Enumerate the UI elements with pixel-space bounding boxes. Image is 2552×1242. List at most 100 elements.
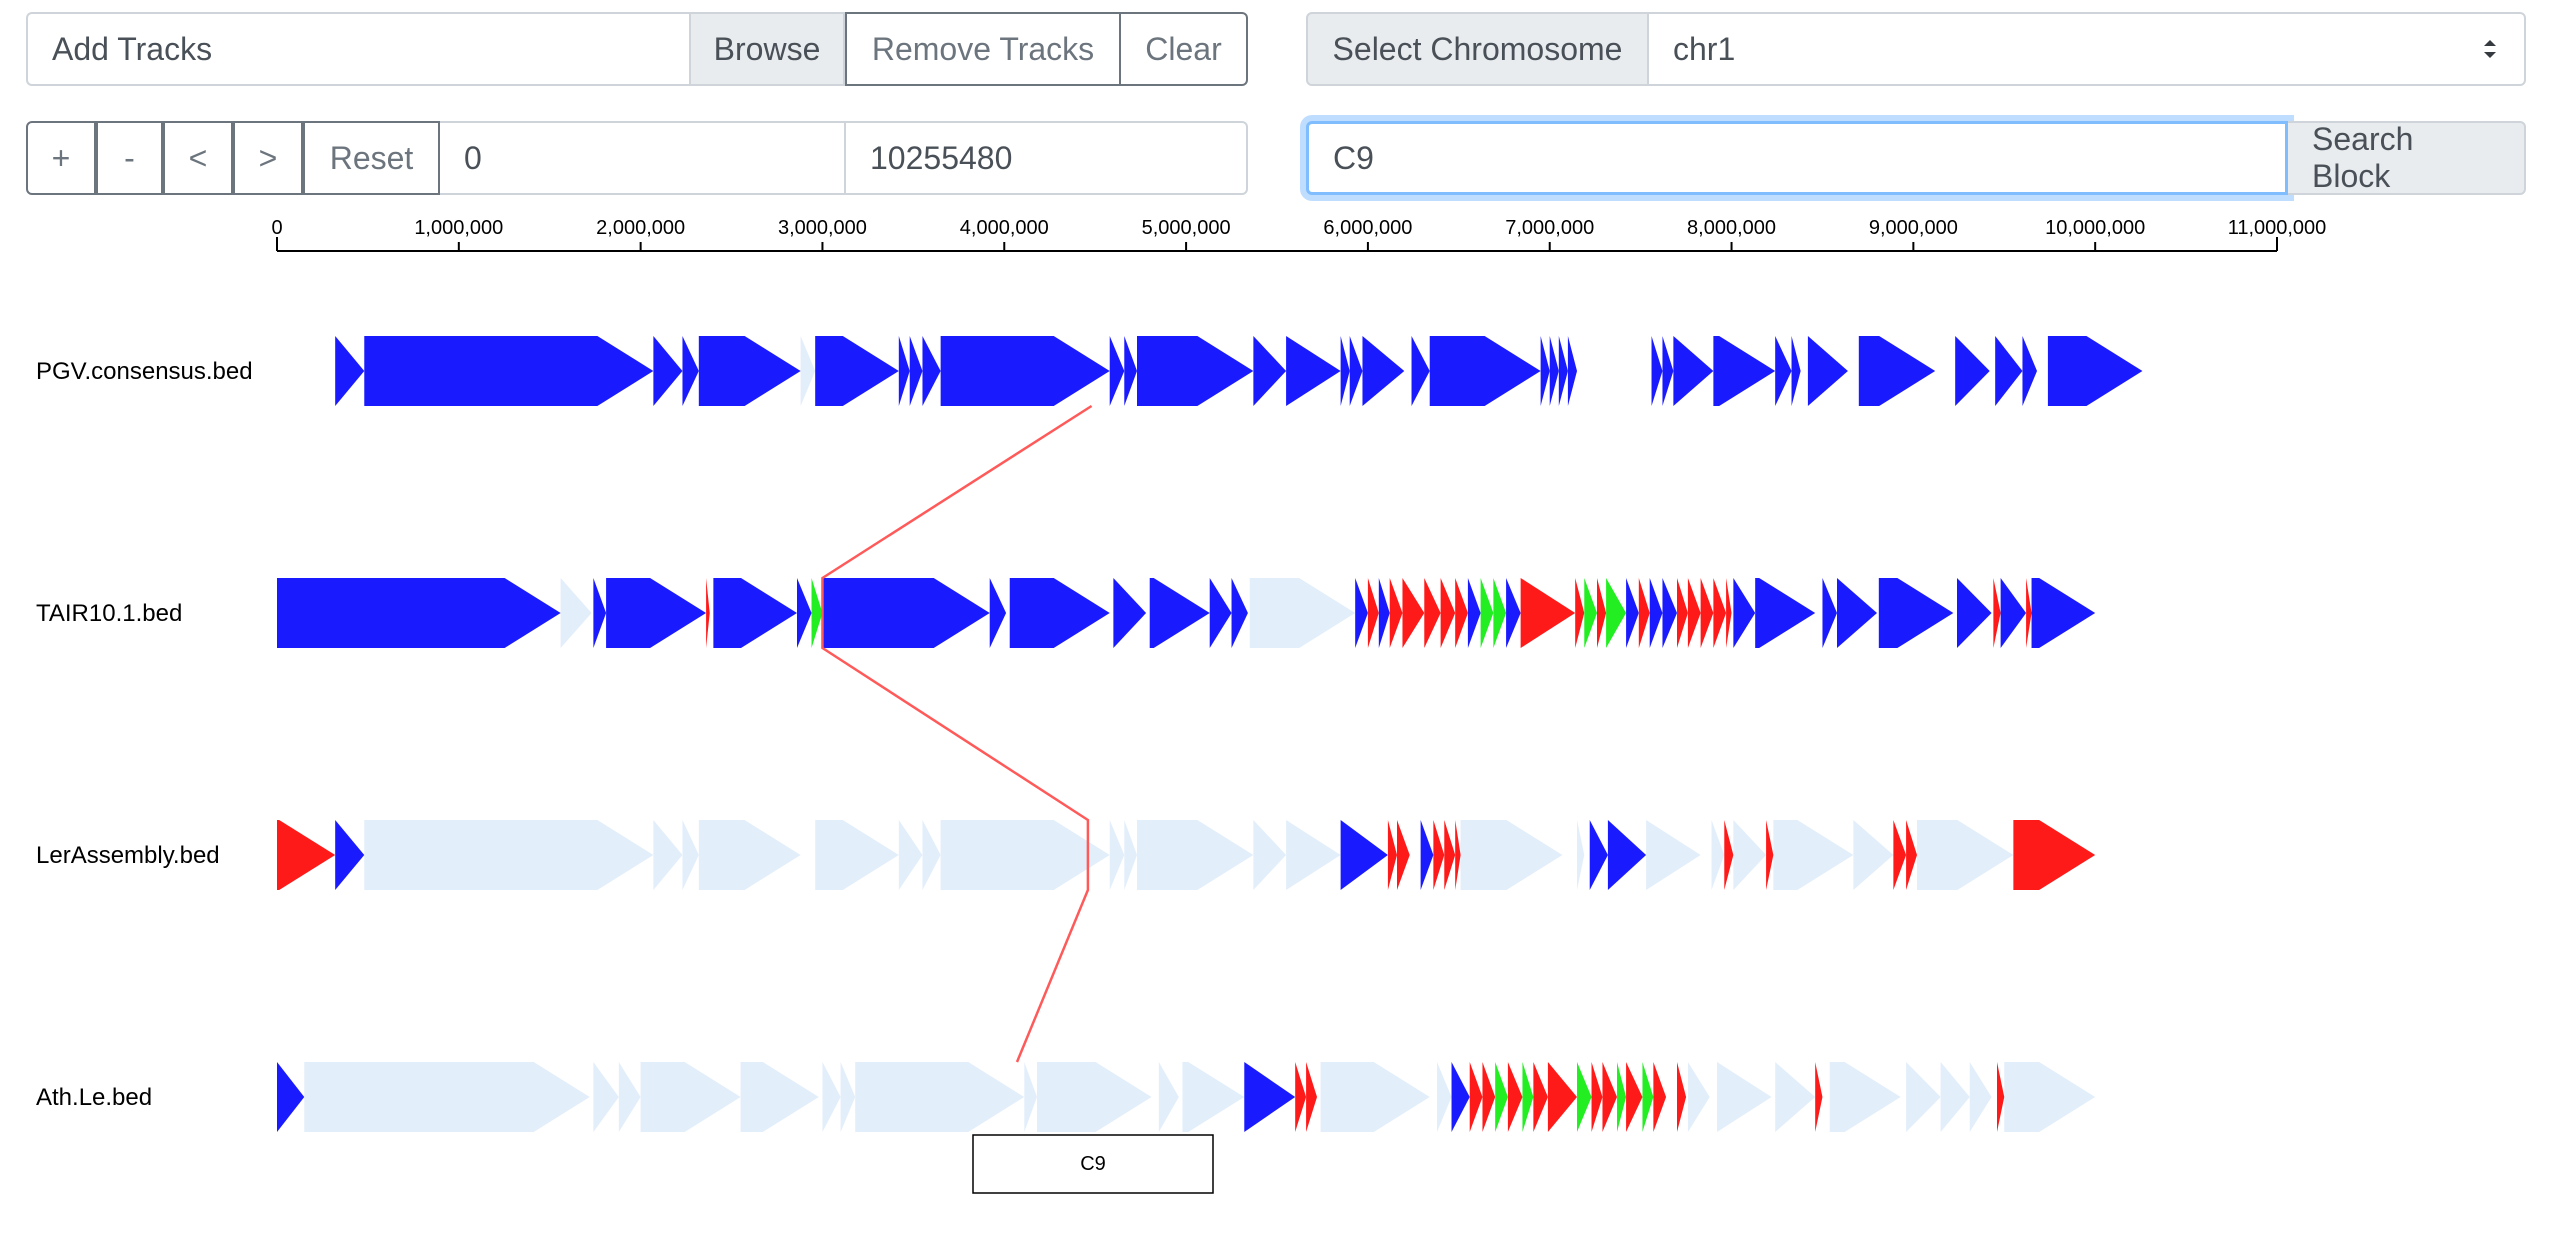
gene-block bbox=[1651, 336, 1663, 406]
gene-block bbox=[1109, 336, 1125, 406]
gene-block bbox=[822, 1062, 841, 1132]
gene-block bbox=[1349, 336, 1363, 406]
pan-right-button[interactable]: > bbox=[233, 121, 303, 195]
gene-block bbox=[1724, 820, 1734, 890]
gene-block bbox=[1231, 578, 1248, 648]
track-label: Ath.Le.bed bbox=[36, 1084, 152, 1111]
gene-block bbox=[1320, 1062, 1430, 1132]
gene-block bbox=[1480, 578, 1494, 648]
gene-block bbox=[1362, 336, 1405, 406]
gene-block bbox=[1444, 820, 1456, 890]
gene-block bbox=[653, 336, 683, 406]
gene-block bbox=[364, 336, 654, 406]
gene-block bbox=[940, 336, 1110, 406]
clear-button[interactable]: Clear bbox=[1121, 12, 1248, 86]
zoom-out-button[interactable]: - bbox=[96, 121, 163, 195]
gene-block bbox=[1837, 578, 1877, 648]
gene-block bbox=[1493, 578, 1507, 648]
gene-block bbox=[1733, 578, 1756, 648]
gene-block bbox=[1687, 1062, 1710, 1132]
reset-button[interactable]: Reset bbox=[303, 121, 440, 195]
browse-button-label: Browse bbox=[713, 30, 821, 67]
pan-right-icon: > bbox=[258, 139, 278, 176]
gene-block bbox=[1540, 336, 1550, 406]
gene-block bbox=[1402, 578, 1425, 648]
gene-block bbox=[1549, 336, 1559, 406]
range-end-value: 10255480 bbox=[870, 139, 1013, 176]
axis-tick-label: 2,000,000 bbox=[596, 217, 685, 239]
gene-block bbox=[1455, 578, 1468, 648]
gene-block bbox=[1440, 578, 1456, 648]
gene-block bbox=[1567, 336, 1577, 406]
gene-block bbox=[1420, 820, 1434, 890]
select-chromosome-label-text: Select Chromosome bbox=[1332, 30, 1623, 67]
gene-block bbox=[1713, 336, 1776, 406]
gene-block bbox=[1733, 820, 1767, 890]
synteny-link-line bbox=[821, 404, 1093, 1063]
search-block-button-label: Search Block bbox=[2312, 121, 2414, 194]
gene-block bbox=[1893, 820, 1907, 890]
range-end-input[interactable]: 10255480 bbox=[846, 121, 1248, 195]
gene-block bbox=[1455, 820, 1461, 890]
gene-block bbox=[1249, 578, 1356, 648]
gene-block bbox=[1367, 578, 1379, 648]
add-tracks-input[interactable]: Add Tracks bbox=[26, 12, 689, 86]
gene-block bbox=[2031, 578, 2096, 648]
gene-block bbox=[1878, 578, 1954, 648]
gene-block bbox=[2022, 336, 2037, 406]
gene-block bbox=[1355, 578, 1368, 648]
gene-block bbox=[1037, 1062, 1152, 1132]
chromosome-select[interactable]: chr1 bbox=[1649, 12, 2526, 86]
search-block-value: C9 bbox=[1333, 139, 1374, 176]
gene-block bbox=[1638, 578, 1650, 648]
gene-block bbox=[606, 578, 707, 648]
gene-block bbox=[1602, 1062, 1617, 1132]
gene-block bbox=[1387, 820, 1397, 890]
gene-block bbox=[1182, 1062, 1245, 1132]
gene-block bbox=[277, 578, 561, 648]
gene-block bbox=[560, 578, 592, 648]
gene-block bbox=[1906, 1062, 1941, 1132]
gene-block bbox=[1995, 336, 2023, 406]
gene-block bbox=[815, 336, 899, 406]
browse-button[interactable]: Browse bbox=[689, 12, 845, 86]
gene-block bbox=[1433, 820, 1445, 890]
chromosome-value: chr1 bbox=[1673, 30, 1736, 67]
gene-block bbox=[1646, 820, 1701, 890]
gene-block bbox=[1853, 820, 1894, 890]
gene-block bbox=[1700, 578, 1714, 648]
remove-tracks-button[interactable]: Remove Tracks bbox=[845, 12, 1121, 86]
add-tracks-group: Add Tracks Browse Remove Tracks Clear bbox=[26, 12, 1248, 86]
gene-block bbox=[1507, 1062, 1523, 1132]
gene-block bbox=[593, 578, 607, 648]
gene-block bbox=[840, 1062, 856, 1132]
gene-block bbox=[1575, 578, 1585, 648]
gene-block bbox=[1429, 336, 1541, 406]
gene-block bbox=[811, 578, 823, 648]
gene-block bbox=[1815, 1062, 1823, 1132]
gene-block bbox=[922, 820, 941, 890]
gene-block bbox=[1997, 1062, 2005, 1132]
pan-left-button[interactable]: < bbox=[163, 121, 233, 195]
zoom-in-button[interactable]: + bbox=[26, 121, 96, 195]
gene-block bbox=[898, 820, 923, 890]
range-start-value: 0 bbox=[464, 139, 482, 176]
gene-block bbox=[713, 578, 797, 648]
axis-tick-label: 1,000,000 bbox=[414, 217, 503, 239]
gene-block bbox=[1495, 1062, 1508, 1132]
gene-block bbox=[1411, 336, 1430, 406]
gene-block bbox=[1460, 820, 1563, 890]
gene-block bbox=[1626, 1062, 1643, 1132]
gene-block bbox=[1957, 578, 1992, 648]
gene-block bbox=[1522, 1062, 1534, 1132]
gene-block bbox=[1993, 578, 2001, 648]
gene-block bbox=[1955, 336, 1990, 406]
gene-block bbox=[1397, 820, 1410, 890]
gene-block bbox=[1589, 820, 1608, 890]
gene-block bbox=[740, 1062, 819, 1132]
chromosome-select-group: Select Chromosome chr1 bbox=[1306, 12, 2526, 86]
search-block-button[interactable]: Search Block bbox=[2288, 121, 2526, 195]
search-block-input[interactable]: C9 bbox=[1306, 121, 2288, 195]
range-start-input[interactable]: 0 bbox=[440, 121, 846, 195]
gene-block bbox=[797, 578, 812, 648]
